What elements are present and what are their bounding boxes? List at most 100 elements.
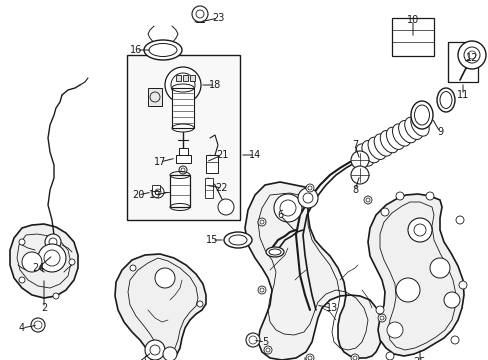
- Circle shape: [45, 234, 61, 250]
- Bar: [176, 75, 181, 81]
- Ellipse shape: [410, 114, 428, 136]
- Bar: [447, 42, 477, 82]
- Circle shape: [152, 186, 163, 198]
- Text: 6: 6: [276, 210, 283, 220]
- Ellipse shape: [386, 127, 404, 149]
- Bar: [170, 175, 190, 207]
- Circle shape: [273, 194, 302, 222]
- Text: 10: 10: [406, 15, 418, 25]
- Circle shape: [458, 281, 466, 289]
- Circle shape: [455, 216, 463, 224]
- Circle shape: [258, 286, 265, 294]
- Circle shape: [305, 354, 313, 360]
- Polygon shape: [244, 182, 381, 360]
- Ellipse shape: [143, 40, 182, 60]
- Circle shape: [164, 67, 201, 103]
- Circle shape: [375, 306, 383, 314]
- Circle shape: [377, 314, 385, 322]
- Circle shape: [22, 252, 42, 272]
- Bar: [183, 75, 187, 81]
- Text: 11: 11: [456, 90, 468, 100]
- Circle shape: [386, 322, 402, 338]
- Text: 17: 17: [154, 157, 166, 167]
- Text: 23: 23: [211, 13, 224, 23]
- Bar: [176, 155, 191, 163]
- Ellipse shape: [398, 121, 416, 143]
- Circle shape: [429, 258, 449, 278]
- Ellipse shape: [367, 137, 386, 159]
- Circle shape: [450, 336, 458, 344]
- Bar: [148, 88, 162, 106]
- Circle shape: [443, 292, 459, 308]
- Polygon shape: [367, 194, 463, 356]
- Circle shape: [363, 196, 371, 204]
- Polygon shape: [115, 254, 205, 360]
- Circle shape: [395, 192, 403, 200]
- Circle shape: [264, 346, 271, 354]
- Circle shape: [179, 166, 186, 174]
- Ellipse shape: [373, 134, 392, 156]
- Circle shape: [192, 6, 207, 22]
- Text: 2: 2: [41, 303, 47, 313]
- Ellipse shape: [436, 88, 454, 112]
- Circle shape: [385, 352, 393, 360]
- Circle shape: [305, 184, 313, 192]
- Ellipse shape: [404, 117, 422, 139]
- Text: 13: 13: [325, 303, 337, 313]
- Circle shape: [350, 166, 368, 184]
- Circle shape: [31, 318, 45, 332]
- Text: 20: 20: [132, 190, 144, 200]
- Text: 5: 5: [262, 337, 267, 347]
- Polygon shape: [10, 224, 78, 298]
- Bar: [179, 148, 187, 160]
- Circle shape: [53, 293, 59, 299]
- Ellipse shape: [410, 101, 432, 129]
- Circle shape: [163, 347, 177, 360]
- Text: 24: 24: [32, 263, 44, 273]
- Circle shape: [145, 340, 164, 360]
- Ellipse shape: [355, 144, 373, 166]
- Circle shape: [19, 239, 25, 245]
- Text: 12: 12: [465, 53, 477, 63]
- Circle shape: [350, 354, 358, 360]
- Bar: [127, 55, 240, 220]
- Circle shape: [380, 208, 388, 216]
- Text: 22: 22: [215, 183, 228, 193]
- Ellipse shape: [380, 131, 398, 153]
- Bar: [204, 178, 213, 198]
- Circle shape: [69, 259, 75, 265]
- Circle shape: [297, 188, 317, 208]
- Circle shape: [130, 265, 136, 271]
- Bar: [205, 155, 218, 173]
- Text: 9: 9: [436, 127, 442, 137]
- Circle shape: [407, 218, 431, 242]
- Text: 8: 8: [351, 185, 357, 195]
- Circle shape: [457, 41, 485, 69]
- Circle shape: [350, 151, 368, 169]
- Text: 15: 15: [205, 235, 218, 245]
- Bar: [391, 18, 433, 56]
- Text: 16: 16: [130, 45, 142, 55]
- Text: 7: 7: [351, 140, 357, 150]
- Circle shape: [258, 218, 265, 226]
- Text: 21: 21: [215, 150, 228, 160]
- Circle shape: [197, 301, 203, 307]
- Ellipse shape: [265, 247, 284, 257]
- Circle shape: [145, 355, 151, 360]
- Ellipse shape: [361, 140, 380, 163]
- Ellipse shape: [392, 124, 410, 146]
- Bar: [172, 88, 194, 128]
- Circle shape: [245, 333, 260, 347]
- Text: 18: 18: [208, 80, 221, 90]
- Circle shape: [155, 268, 175, 288]
- Ellipse shape: [224, 232, 251, 248]
- Text: 4: 4: [19, 323, 25, 333]
- Circle shape: [38, 244, 66, 272]
- Text: 19: 19: [148, 190, 161, 200]
- Text: 14: 14: [248, 150, 261, 160]
- Bar: [190, 75, 195, 81]
- Text: 25: 25: [413, 357, 426, 360]
- Circle shape: [425, 192, 433, 200]
- Circle shape: [218, 199, 234, 215]
- Circle shape: [395, 278, 419, 302]
